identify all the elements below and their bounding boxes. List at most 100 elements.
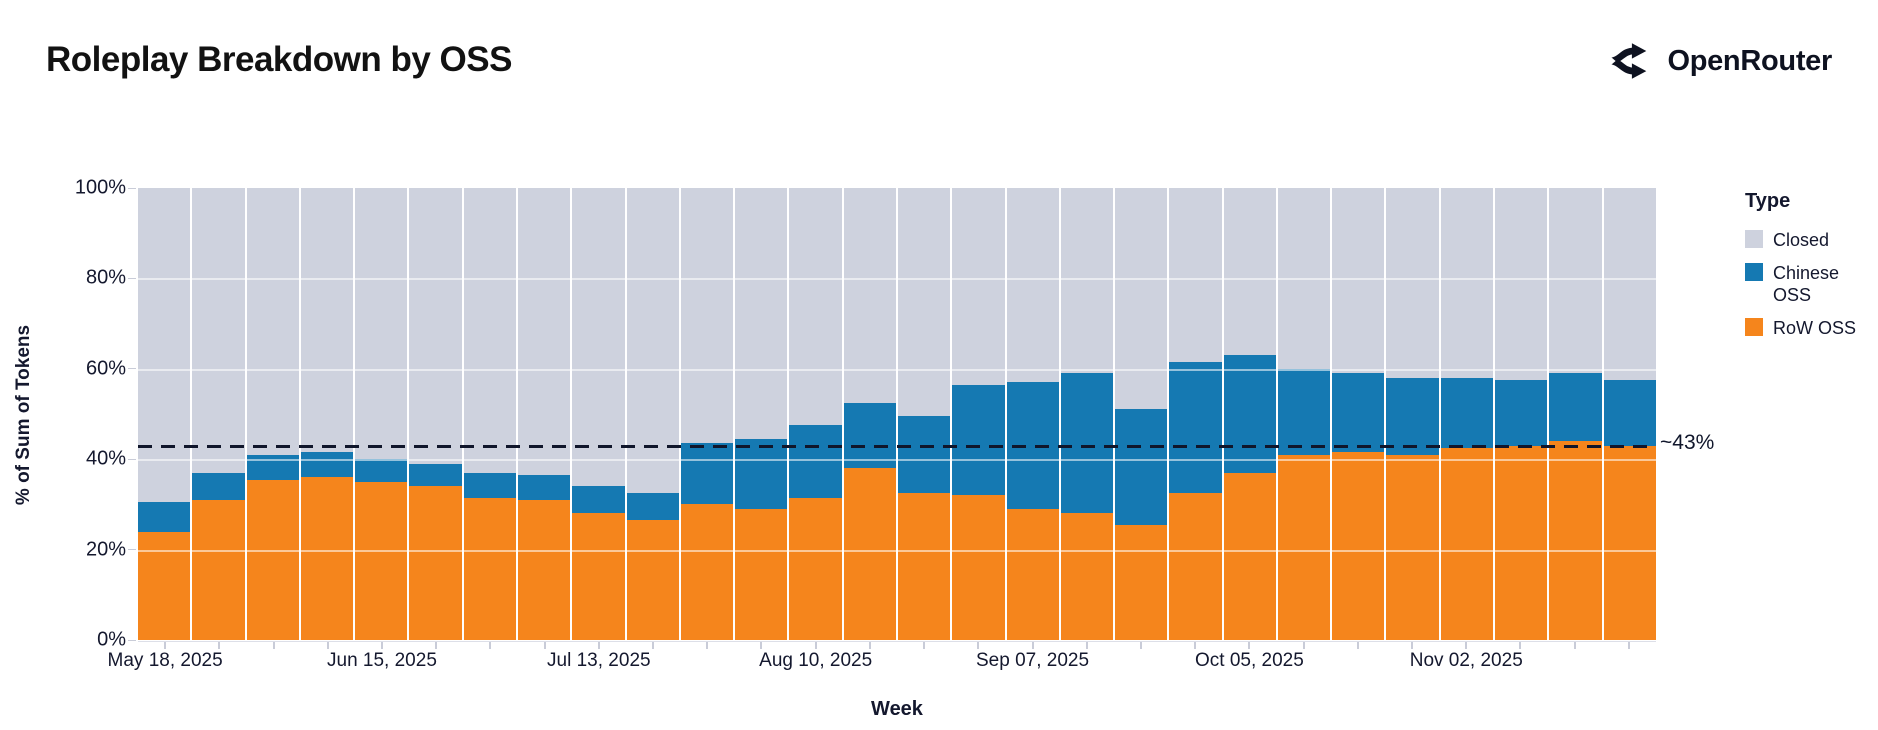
bar-week [572, 188, 625, 640]
plot-area [138, 188, 1656, 640]
bar-segment-closed [1549, 188, 1602, 374]
bar-segment-chinese-oss [680, 443, 734, 505]
bar-week [952, 188, 1005, 640]
bar-segment-closed [1006, 188, 1059, 383]
bar-segment-chinese-oss [1386, 377, 1439, 455]
legend-item-chinese-oss: Chinese OSS [1745, 262, 1873, 307]
brand-logo: OpenRouter [1607, 38, 1832, 84]
bar-segment-chinese-oss [246, 454, 299, 480]
bar-segment-chinese-oss [1495, 380, 1548, 446]
bar-segment-row-oss [1006, 508, 1059, 640]
x-tick-mark [1302, 642, 1305, 649]
bar-segment-row-oss [626, 520, 679, 640]
x-tick-label: Nov 02, 2025 [1409, 650, 1523, 671]
legend: Type Closed Chinese OSS RoW OSS [1745, 190, 1873, 349]
x-tick-mark [760, 642, 763, 649]
bar-segment-row-oss [735, 508, 788, 640]
x-tick-mark [1627, 642, 1630, 649]
bar-segment-row-oss [1386, 454, 1439, 640]
y-tick-label: 0% [97, 628, 126, 651]
bar-segment-closed [952, 188, 1005, 385]
bar-week [1332, 188, 1385, 640]
bar-week [1169, 188, 1222, 640]
x-tick-mark [1356, 642, 1359, 649]
bar-segment-closed [192, 188, 245, 473]
bar-segment-row-oss [246, 479, 299, 640]
x-tick-mark [1248, 642, 1251, 649]
legend-label: Chinese OSS [1773, 262, 1840, 306]
bar-segment-closed [1115, 188, 1168, 410]
bar-week [1115, 188, 1168, 640]
y-tick-mark [128, 277, 136, 279]
bar-segment-row-oss [1223, 472, 1276, 640]
bar-segment-chinese-oss [626, 493, 679, 521]
x-tick-label: Aug 10, 2025 [759, 650, 873, 671]
bar-segment-chinese-oss [843, 402, 896, 469]
x-tick-mark [489, 642, 492, 649]
bar-week [1603, 188, 1656, 640]
bar-segment-closed [409, 188, 462, 464]
bar-segment-row-oss [680, 504, 734, 640]
bar-segment-closed [1386, 188, 1439, 378]
stacked-bars [138, 188, 1656, 640]
bar-segment-row-oss [1495, 445, 1548, 640]
bar-segment-chinese-oss [735, 438, 788, 509]
x-tick-mark [1519, 642, 1522, 649]
y-tick-label: 80% [85, 266, 126, 289]
bar-segment-closed [789, 188, 842, 426]
y-axis-tick-labels: 0% 20% 40% 60% 80% 100% [0, 177, 126, 651]
bar-segment-row-oss [1440, 447, 1494, 640]
bar-segment-chinese-oss [300, 452, 354, 478]
bar-week [192, 188, 245, 640]
bar-segment-closed [897, 188, 951, 417]
bar-week [1006, 188, 1059, 640]
legend-title: Type [1745, 190, 1791, 212]
bar-segment-closed [1060, 188, 1114, 374]
bar-segment-chinese-oss [1332, 373, 1385, 453]
legend-label: Closed [1773, 230, 1830, 250]
bar-week [1060, 188, 1114, 640]
bar-segment-chinese-oss [409, 463, 462, 487]
bar-segment-chinese-oss [138, 502, 191, 532]
bar-week [355, 188, 408, 640]
x-tick-label: Jul 13, 2025 [547, 650, 651, 671]
bar-segment-row-oss [1332, 452, 1385, 640]
legend-swatch [1745, 230, 1763, 248]
x-tick-mark [1085, 642, 1088, 649]
bar-segment-chinese-oss [1223, 355, 1276, 473]
bar-segment-chinese-oss [1603, 380, 1656, 446]
y-tick-mark [128, 187, 136, 189]
y-axis-ticks [128, 187, 136, 641]
bar-segment-closed [843, 188, 896, 403]
bar-week [626, 188, 679, 640]
bar-segment-row-oss [463, 497, 516, 640]
bar-segment-chinese-oss [1169, 362, 1222, 494]
x-tick-mark [923, 642, 926, 649]
x-tick-mark [814, 642, 817, 649]
bar-segment-chinese-oss [572, 486, 625, 514]
bar-segment-closed [355, 188, 408, 460]
x-tick-mark [543, 642, 546, 649]
y-tick-mark [128, 368, 136, 370]
bar-segment-chinese-oss [1060, 373, 1114, 514]
x-tick-mark [435, 642, 438, 649]
bar-segment-row-oss [1115, 524, 1168, 640]
bar-segment-closed [572, 188, 625, 487]
y-tick-label: 40% [85, 447, 126, 470]
bar-segment-row-oss [897, 493, 951, 640]
bar-segment-closed [463, 188, 516, 473]
bar-week [1277, 188, 1331, 640]
x-tick-mark [1411, 642, 1414, 649]
bar-segment-closed [680, 188, 734, 444]
bar-segment-closed [735, 188, 788, 439]
bar-segment-chinese-oss [192, 472, 245, 500]
y-tick-mark [128, 458, 136, 460]
bar-segment-row-oss [789, 497, 842, 640]
bar-week [246, 188, 299, 640]
bar-segment-closed [1277, 188, 1331, 369]
x-tick-mark [1465, 642, 1468, 649]
legend-item-closed: Closed [1745, 229, 1873, 252]
reference-line-label: ~43% [1660, 431, 1715, 454]
bar-week [409, 188, 462, 640]
openrouter-icon [1609, 43, 1647, 79]
